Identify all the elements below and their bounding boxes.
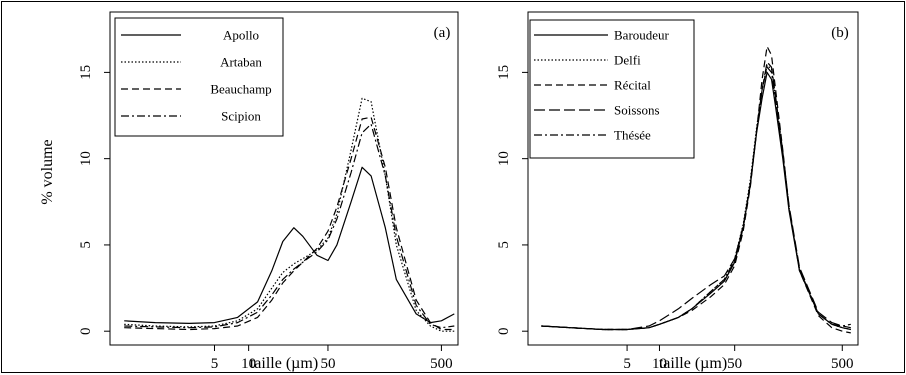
series-line-3 [541,61,851,331]
legend-label: Thésée [614,128,651,143]
series-line-0 [124,166,455,324]
series-line-2 [124,116,455,331]
x-tick-label: 500 [430,356,453,372]
y-axis-label: % volume [39,139,56,204]
legend-label: Apollo [223,28,259,43]
y-tick-label: 0 [78,327,94,335]
legend-label: Soissons [614,103,660,118]
series-line-3 [124,123,455,329]
y-tick-label: 15 [496,65,512,80]
y-tick-label: 15 [78,65,94,80]
x-tick-label: 50 [320,356,335,372]
legend-label: Artaban [220,55,262,70]
legend-label: Beauchamp [210,82,271,97]
x-tick-label: 10 [652,356,667,372]
legend-label: Récital [614,78,651,93]
x-tick-label: 5 [211,356,219,372]
x-axis-label: taille (µm) [250,355,318,372]
panel-b: 5 10 50 500 0 5 10 15 taille (µm) Baroudeur Delfi R… [496,11,859,372]
plot-frame [109,11,459,346]
y-tick-label: 10 [78,151,94,166]
legend: Apollo Artaban Beauchamp Scipion [114,17,284,137]
y-tick-label: 10 [496,151,512,166]
x-tick-label: 500 [831,356,854,372]
y-tick-label: 5 [496,241,512,249]
legend-label: Delfi [614,53,641,68]
panel-label: (a) [434,25,451,41]
legend-label: Scipion [221,109,261,124]
plot-frame [527,11,859,346]
legend-box [529,19,695,159]
x-tick-label: 5 [623,356,631,372]
legend-label: Baroudeur [614,28,670,43]
x-tick-label: 50 [727,356,742,372]
y-tick-label: 5 [78,241,94,249]
panel-label: (b) [831,25,849,41]
x-axis-label: taille (µm) [659,355,727,372]
y-tick-label: 0 [496,327,512,335]
series-line-4 [541,66,851,331]
legend: Baroudeur Delfi Récital Soissons Thésée [529,19,695,159]
x-tick-label: 10 [241,356,256,372]
series-line-1 [124,97,455,332]
panel-a: 5 10 50 500 0 5 10 15 taille (µm) Apollo Artaban Be… [78,11,459,372]
